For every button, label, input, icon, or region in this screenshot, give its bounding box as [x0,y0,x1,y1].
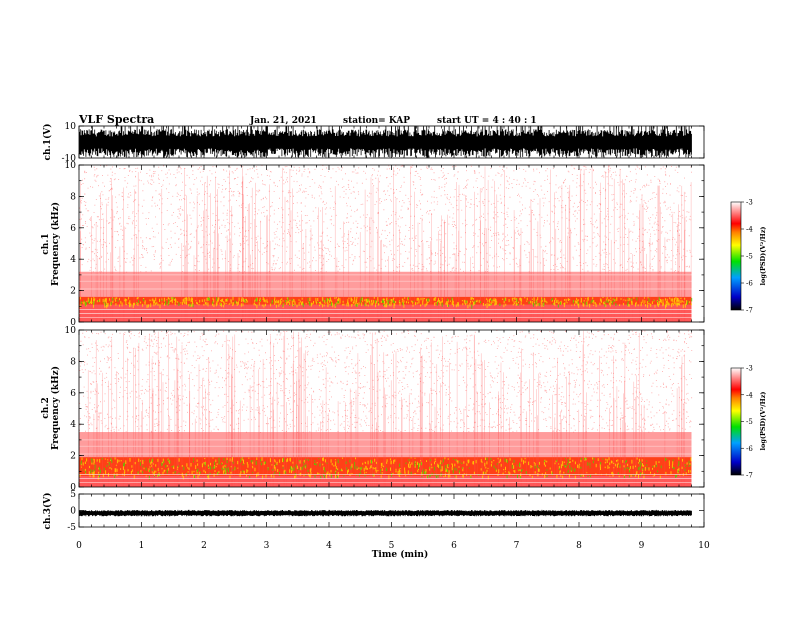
colorbar-tick-label: -3 [746,199,753,207]
x-tick-label: 3 [264,541,270,551]
harmonic-lines [79,439,692,483]
panel-ch1-waveform: 10 -10 [62,122,705,164]
colorbar-ch1-gradient [730,201,742,311]
y-tick-label: 10 [65,161,77,171]
ylabel-ch1-frequency: Frequency (kHz) [50,202,61,286]
green-patches [80,296,693,309]
xlabel-time: Time (min) [372,549,429,560]
x-tick-label: 9 [639,541,645,551]
x-tick-label: 1 [139,541,145,551]
y-tick-label: 4 [70,255,76,265]
x-tick-label: 7 [514,541,520,551]
y-tick-label: 6 [70,224,76,234]
colorbar-tick-label: -6 [746,445,753,453]
colorbar-tick-label: -7 [746,307,753,315]
colorbar-tick-label: -5 [746,253,753,261]
y-tick-label: 0 [70,318,76,328]
ch1-waveform-trace [79,126,692,158]
green-patches [80,457,691,480]
y-tick-label: 0 [70,507,76,517]
y-tick-label: -5 [67,523,76,533]
y-tick-label: 10 [65,326,77,336]
y-tick-label: 4 [70,420,76,430]
y-tick-label: -10 [62,154,77,164]
ylabel-ch2-channel: ch.2 [41,397,51,418]
colorbar-ch2-label: log(PSD)(V²/Hz) [759,392,767,451]
x-tick-label: 10 [698,541,710,551]
chart-title: VLF Spectra [78,113,154,126]
ylabel-ch1-waveform: ch.1(V) [42,124,53,161]
x-tick-label: 0 [76,541,82,551]
band-fill-low [79,476,692,487]
colorbar-ch1-label: log(PSD)(V²/Hz) [759,227,767,286]
colorbar-tick-label: -5 [746,418,753,426]
panel-ch1-spectrogram: 0 2 4 6 8 10 [65,161,705,328]
y-tick-label: 8 [70,192,76,202]
y-tick-label: 2 [70,452,76,462]
sparse-speckle [79,165,693,273]
vertical-streaks [78,330,685,487]
y-tick-label: 5 [70,490,76,500]
ylabel-ch1-channel: ch.1 [41,233,51,254]
colorbar-ch1: log(PSD)(V²/Hz) -3 -4 -5 -6 -7 [730,199,767,315]
panel-ch2-spectrogram: 0 2 4 6 8 10 [65,326,705,493]
y-tick-label: 10 [65,122,77,132]
x-tick-label: 8 [576,541,582,551]
y-tick-label: 0 [70,483,76,493]
colorbar-tick-label: -4 [746,226,753,234]
colorbar-tick-label: -6 [746,280,753,288]
x-tick-label: 4 [326,541,332,551]
panel-ch3-waveform: 5 0 -5 [67,490,705,533]
vertical-streaks [79,165,692,322]
harmonic-lines [79,274,692,318]
colorbar-ch2-gradient [730,367,742,476]
y-tick-label: 8 [70,357,76,367]
start-time-label: start UT = 4 : 40 : 1 [437,116,537,126]
x-tick-label: 5 [389,541,395,551]
x-tick-label: 2 [201,541,207,551]
colorbar-ch2: log(PSD)(V²/Hz) -3 -4 -5 -6 -7 [730,365,767,480]
y-tick-label: 2 [70,287,76,297]
ylabel-ch3-waveform: ch.3(V) [42,493,53,530]
y-tick-label: 6 [70,389,76,399]
colorbar-tick-label: -4 [746,391,753,399]
colorbar-tick-label: -3 [746,365,753,373]
date-label: Jan. 21, 2021 [249,116,317,126]
x-tick-label: 6 [451,541,457,551]
band-fill-core [79,296,692,305]
ylabel-ch2-frequency: Frequency (kHz) [50,366,61,450]
station-label: station= KAP [343,116,410,126]
ch3-waveform-trace [79,509,692,517]
yellow-patches [79,296,692,309]
colorbar-tick-label: -7 [746,472,753,480]
